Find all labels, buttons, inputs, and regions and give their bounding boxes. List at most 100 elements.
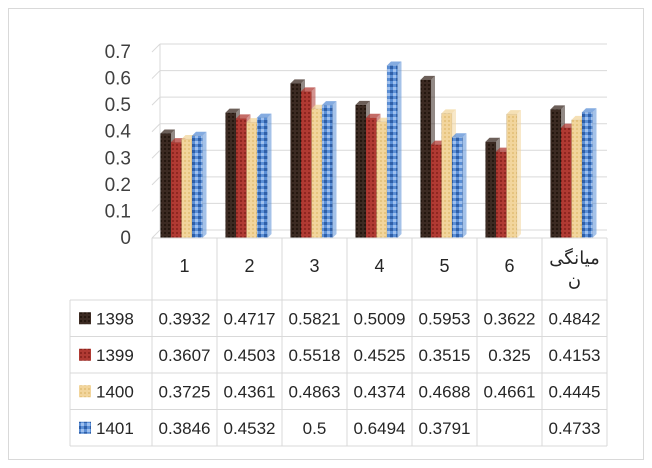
y-tick-label: 0 <box>120 228 131 249</box>
bar-1398 <box>550 109 562 239</box>
bar-1398 <box>420 79 432 239</box>
bar-side-1401 <box>202 131 207 238</box>
category-label: 6 <box>504 256 514 276</box>
data-label: 0.3791 <box>419 419 471 438</box>
data-label: 0.5 <box>303 419 327 438</box>
bar-side-1401 <box>462 133 467 238</box>
bar-1399 <box>365 117 377 239</box>
data-label: 0.5518 <box>289 346 341 365</box>
bar-side-1400 <box>517 110 521 238</box>
bar-1401 <box>191 135 203 239</box>
data-label: 0.5821 <box>289 309 341 328</box>
bar-1400 <box>441 113 453 239</box>
bar-top-1401 <box>582 108 597 113</box>
bar-top-1401 <box>387 61 402 66</box>
data-label: 0.4153 <box>549 346 601 365</box>
bar-top-1399 <box>301 87 316 92</box>
legend-key-1400 <box>79 385 91 398</box>
bar-top-1399 <box>366 113 381 118</box>
bar-top-1398 <box>290 79 305 84</box>
bar-top-1401 <box>257 113 272 118</box>
gridline-slant <box>151 96 161 106</box>
bar-top-1398 <box>355 100 370 105</box>
data-label: 0.4361 <box>224 382 276 401</box>
bar-1400 <box>571 119 583 239</box>
bar-top-1400 <box>506 110 521 115</box>
bar-1400 <box>311 108 323 239</box>
data-label: 0.4842 <box>549 309 601 328</box>
gridline-slant <box>151 229 161 239</box>
data-label: 0.6494 <box>354 419 406 438</box>
bar-side-1401 <box>397 61 402 238</box>
data-label: 0.4863 <box>289 382 341 401</box>
bar-1400 <box>506 113 518 239</box>
bar-top-1398 <box>420 75 435 80</box>
bar-1400 <box>246 121 258 239</box>
gridline-slant <box>151 203 161 212</box>
bar-1399 <box>430 144 442 239</box>
y-tick-label: 0.5 <box>105 95 131 116</box>
data-label: 0.3846 <box>159 419 211 438</box>
legend-key-1398 <box>79 312 91 325</box>
data-label: 0.4717 <box>224 309 276 328</box>
bar-1398 <box>225 112 237 239</box>
data-label: 0.325 <box>488 346 531 365</box>
category-label: 2 <box>244 256 254 276</box>
bar-side-1401 <box>267 113 272 238</box>
data-label: 0.4661 <box>484 382 536 401</box>
legend-label-1398: 1398 <box>96 309 134 328</box>
legend-label-1400: 1400 <box>96 382 134 401</box>
category-label: 3 <box>309 256 319 276</box>
gridline-slant <box>151 149 161 159</box>
bar-1399 <box>235 118 247 239</box>
gridline-slant <box>151 43 161 53</box>
y-tick-label: 0.1 <box>105 201 131 222</box>
gridline-slant <box>151 123 161 133</box>
bar-top-1398 <box>160 129 175 134</box>
gridline-slant <box>151 176 161 186</box>
data-label: 0.4503 <box>224 346 276 365</box>
bar-1398 <box>485 141 497 239</box>
bar-side-1401 <box>332 101 337 239</box>
y-tick-label: 0.3 <box>105 148 131 169</box>
category-label: ن <box>568 270 581 290</box>
data-label: 0.3725 <box>159 382 211 401</box>
bar-top-1398 <box>485 137 500 142</box>
data-label: 0.4445 <box>549 382 601 401</box>
y-tick-label: 0.4 <box>105 122 132 143</box>
data-label: 0.3932 <box>159 309 211 328</box>
data-label: 0.4374 <box>354 382 406 401</box>
data-label: 0.4733 <box>549 419 601 438</box>
y-axis: 0 0.1 0.2 0.3 0.4 0.5 0.6 0.7 <box>105 42 132 249</box>
bar-top-1401 <box>322 101 337 106</box>
bar-1399 <box>170 141 182 239</box>
gridline-slant <box>151 70 161 79</box>
bar-1400 <box>181 138 193 239</box>
bar-1398 <box>160 133 172 239</box>
bar-1398 <box>290 83 302 239</box>
bar-1401 <box>321 104 333 239</box>
bar-1400 <box>376 121 388 239</box>
bar-1401 <box>451 137 463 239</box>
legend-key-1401 <box>79 421 91 434</box>
bar-1401 <box>386 65 398 239</box>
bar-1399 <box>300 91 312 239</box>
data-label: 0.3607 <box>159 346 211 365</box>
category-label: میانگی <box>549 247 600 268</box>
bar-top-1398 <box>225 108 240 113</box>
bar-top-1400 <box>441 109 456 114</box>
data-label: 0.3515 <box>419 346 471 365</box>
bar-side-1401 <box>592 108 597 238</box>
data-label: 0.5953 <box>419 309 471 328</box>
legend-label-1399: 1399 <box>96 346 134 365</box>
data-label: 0.4532 <box>224 419 276 438</box>
y-tick-label: 0.2 <box>105 175 131 196</box>
bar-1398 <box>355 104 367 239</box>
category-label: 5 <box>439 256 449 276</box>
data-label: 0.3622 <box>484 309 536 328</box>
data-label: 0.4525 <box>354 346 406 365</box>
legend-key-1399 <box>79 348 91 361</box>
data-label: 0.4688 <box>419 382 471 401</box>
